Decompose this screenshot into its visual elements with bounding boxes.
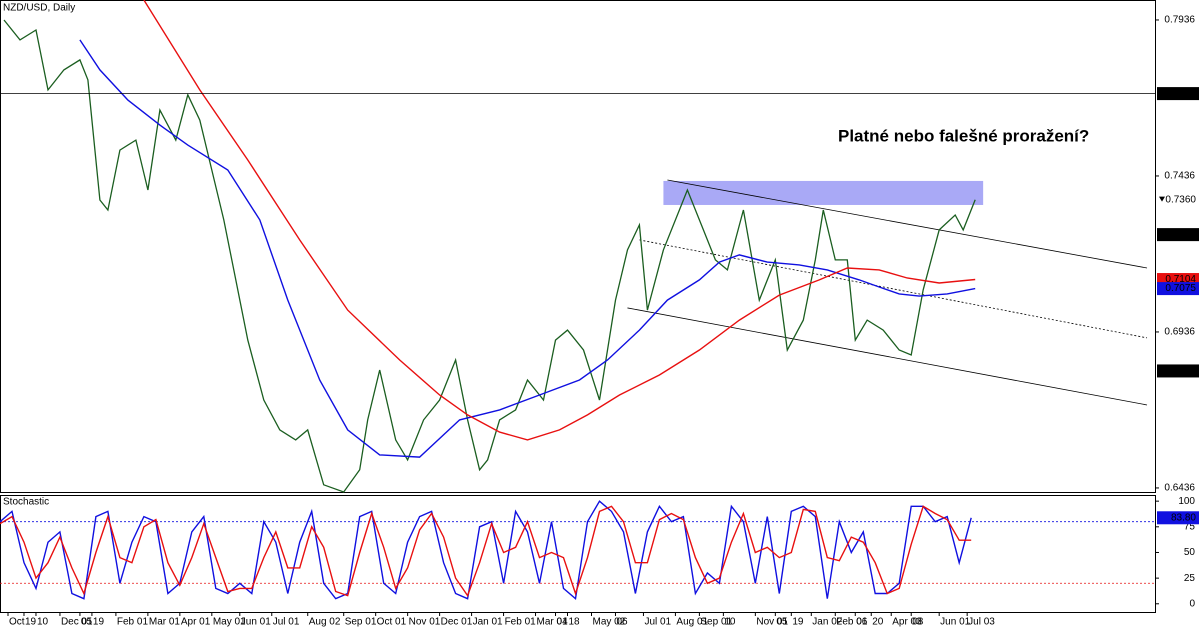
- x-tick-label: Feb 01: [117, 617, 149, 628]
- series-line: [3, 19, 976, 493]
- x-tick-label: Oct: [9, 617, 25, 628]
- x-tick-label: 04: [557, 617, 569, 628]
- x-tick-label: Jul 01: [644, 617, 671, 628]
- x-tick-label: Sep 01: [345, 617, 377, 628]
- channel-line: [627, 307, 1148, 406]
- stochastic-title-box: [1, 496, 41, 509]
- y-tick-label: 50: [1184, 547, 1196, 558]
- x-tick-label: Mar 01: [149, 617, 181, 628]
- price-label-box: [1157, 511, 1199, 525]
- x-tick-label: Sep 01: [700, 617, 732, 628]
- x-tick-label: Nov 01: [756, 617, 788, 628]
- x-tick-label: Jul 03: [968, 617, 995, 628]
- series-line: [0, 505, 972, 598]
- chart-title: NZD/USD, Daily: [3, 3, 75, 14]
- series-line: [79, 39, 976, 458]
- series-line: [0, 500, 972, 601]
- price-label: 0.6811: [1166, 366, 1196, 377]
- x-tick-label: Apr 03: [892, 617, 922, 628]
- channel-line: [667, 179, 1148, 269]
- x-tick-label: Jan 02: [812, 617, 842, 628]
- x-tick-label: Jan 01: [473, 617, 503, 628]
- x-tick-label: 05: [776, 617, 788, 628]
- x-tick-label: Jun 01: [241, 617, 271, 628]
- y-tick-label: 0.7436: [1164, 171, 1195, 182]
- x-tick-label: Aug 02: [309, 617, 341, 628]
- x-tick-label: 05: [81, 617, 93, 628]
- price-label-box: [1157, 228, 1199, 242]
- price-label: 0.7104: [1165, 274, 1196, 285]
- x-tick-label: 06: [856, 617, 868, 628]
- x-tick-label: 18: [569, 617, 581, 628]
- x-tick-label: 19: [792, 617, 804, 628]
- y-tick-label: 0.6936: [1164, 327, 1195, 338]
- x-tick-label: 06: [616, 617, 628, 628]
- x-tick-label: 10: [37, 617, 49, 628]
- price-marker: [1159, 196, 1165, 202]
- x-tick-label: Aug 01: [676, 617, 708, 628]
- y-tick-label: 25: [1184, 573, 1196, 584]
- stochastic-title: Stochastic: [3, 497, 49, 508]
- price-label: 0.7360: [1165, 194, 1196, 205]
- main-panel-frame: [0, 0, 1156, 493]
- x-tick-label: Jul 01: [273, 617, 300, 628]
- x-tick-label: Nov 01: [409, 617, 441, 628]
- x-tick-label: Feb 01: [505, 617, 537, 628]
- price-label: 0.7075: [1165, 283, 1196, 294]
- x-tick-label: 19: [93, 617, 105, 628]
- x-tick-label: May 02: [592, 617, 625, 628]
- x-tick-label: Mar 01: [537, 617, 569, 628]
- price-label: 83.80: [1171, 512, 1196, 523]
- x-tick-label: Oct 01: [377, 617, 407, 628]
- x-tick-label: Jun 01: [940, 617, 970, 628]
- x-tick-label: 19: [25, 617, 37, 628]
- annotation: Platné nebo falešné proražení?: [838, 126, 1089, 145]
- stochastic-panel-frame: [0, 495, 1156, 613]
- y-tick-label: 75: [1184, 521, 1196, 532]
- y-tick-label: 100: [1178, 496, 1195, 507]
- x-tick-label: Dec 01: [441, 617, 473, 628]
- y-tick-label: 0: [1189, 598, 1195, 609]
- price-label-box: [1157, 87, 1199, 101]
- x-tick-label: Apr 01: [181, 617, 211, 628]
- y-tick-label: 0.6436: [1164, 483, 1195, 494]
- series-line: [143, 0, 976, 441]
- x-tick-label: Feb 01: [836, 617, 868, 628]
- x-tick-label: 08: [912, 617, 924, 628]
- price-label-box: [1157, 364, 1199, 378]
- price-label: 0.7700: [1165, 88, 1196, 99]
- price-label: 0.7248: [1165, 229, 1196, 240]
- price-label-box: [1157, 193, 1199, 207]
- y-tick-label: 0.7936: [1164, 15, 1195, 26]
- x-tick-label: 20: [872, 617, 884, 628]
- resistance-zone: [663, 180, 984, 205]
- title-box: [1, 1, 61, 14]
- x-tick-label: 10: [724, 617, 736, 628]
- price-label-box: [1157, 282, 1199, 296]
- x-tick-label: May 01: [213, 617, 246, 628]
- x-tick-label: Dec 01: [61, 617, 93, 628]
